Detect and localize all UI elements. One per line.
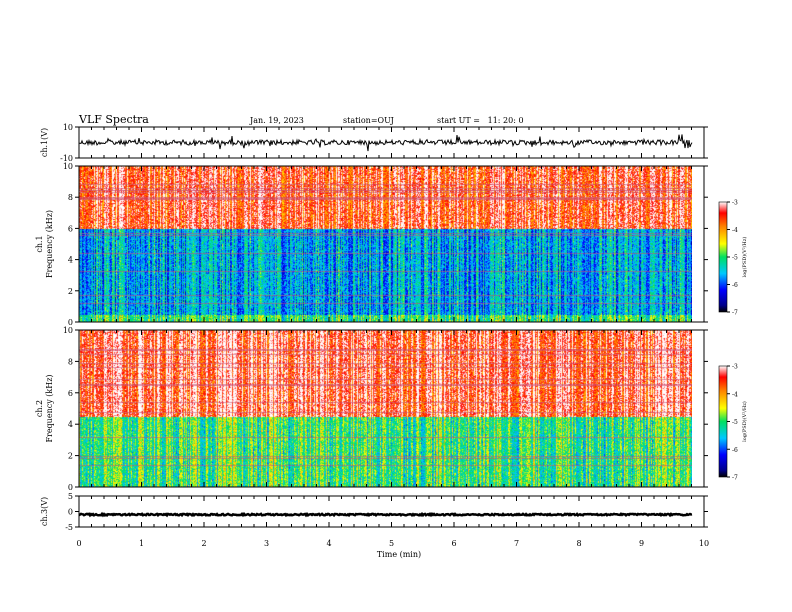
ch2-spectrogram-ylabel: ch.2 (35, 400, 44, 417)
ch2-colorbar: -3 -4 -5 -6 -7 log(PSD)(V²/Hz) (718, 364, 748, 482)
colorbar-tick-label: -7 (732, 310, 738, 317)
colorbar-tick-label: -5 (732, 419, 738, 426)
date-label: Jan. 19, 2023 (249, 116, 304, 125)
x-tick-label: 4 (326, 539, 331, 548)
x-tick-label: 10 (699, 539, 709, 548)
ch2-spectrogram-ylabel: Frequency (kHz) (45, 374, 54, 442)
colorbar-tick-label: -4 (732, 227, 738, 234)
ch1-voltage-ytick-label: 10 (63, 123, 73, 132)
x-tick-label: 3 (264, 539, 269, 548)
colorbar-tick-label: -3 (732, 364, 738, 371)
ch3-voltage-ytick-label: 0 (68, 508, 73, 517)
x-tick-label: 5 (389, 539, 394, 548)
ch1-spectrogram-ylabel: ch.1 (35, 235, 44, 252)
ch2-spectrogram-ytick-label: 6 (68, 389, 73, 398)
colorbar-gradient (718, 365, 728, 478)
ch1-spectrogram-ylabel: Frequency (kHz) (45, 210, 54, 278)
ch1-spectrogram-ytick-label: 6 (68, 224, 73, 233)
ch1-voltage-ylabel: ch.1(V) (40, 128, 49, 157)
ch1-spectrogram-ytick-label: 0 (68, 318, 73, 327)
ch1-spectrogram-ytick-label: 10 (63, 162, 73, 171)
ch3-voltage-panel: 5 0 -5 ch.3(V) (40, 492, 708, 532)
ch1-colorbar: -3 -4 -5 -6 -7 log(PSD)(V²/Hz) (718, 200, 748, 317)
ch2-spectrogram-panel: 10 8 6 4 2 0 ch.2 Frequency (kHz) (35, 326, 708, 492)
x-axis-label: Time (min) (377, 550, 421, 559)
ch1-spectrogram-ytick-label: 4 (68, 256, 73, 265)
x-tick-label: 9 (639, 539, 644, 548)
start-time-label: start UT = 11: 20: 0 (437, 116, 524, 125)
colorbar-tick-label: -3 (732, 200, 738, 207)
colorbar-tick-label: -7 (732, 475, 738, 482)
x-tick-label: 1 (139, 539, 144, 548)
colorbar-tick-label: -4 (732, 391, 738, 398)
ch3-voltage-trace (78, 511, 693, 518)
time-axis: 0 1 2 3 4 5 6 7 8 9 10 (76, 539, 709, 548)
colorbar-gradient (718, 201, 728, 313)
x-tick-label: 6 (451, 539, 456, 548)
ch1-spectrogram-panel: 10 8 6 4 2 0 ch.1 Frequency (kHz) (35, 162, 708, 327)
x-tick-label: 2 (201, 539, 206, 548)
ch1-voltage-ytick-label: -10 (60, 154, 73, 163)
ch2-spectrogram-image (79, 330, 692, 487)
ch1-voltage-trace (78, 134, 693, 152)
ch2-spectrogram-ytick-label: 2 (68, 452, 73, 461)
ch3-voltage-ytick-label: 5 (68, 492, 73, 501)
ch3-voltage-ylabel: ch.3(V) (40, 497, 49, 526)
ch2-spectrogram-ytick-label: 10 (63, 326, 73, 335)
ch2-spectrogram-ytick-label: 8 (68, 357, 73, 366)
colorbar-label: log(PSD)(V²/Hz) (741, 237, 748, 278)
x-tick-label: 8 (576, 539, 581, 548)
station-label: station=OUJ (343, 116, 394, 125)
x-tick-label: 7 (514, 539, 519, 548)
ch1-voltage-panel: 10 -10 ch.1(V) (40, 123, 708, 163)
ch1-spectrogram-ytick-label: 2 (68, 287, 73, 296)
ch2-spectrogram-ytick-label: 4 (68, 420, 73, 429)
x-tick-label: 0 (76, 539, 81, 548)
ch1-spectrogram-image (79, 166, 692, 322)
ch2-spectrogram-ytick-label: 0 (68, 483, 73, 492)
ch3-voltage-ytick-label: -5 (65, 523, 73, 532)
colorbar-tick-label: -6 (732, 282, 738, 289)
colorbar-tick-label: -5 (732, 255, 738, 262)
ch1-spectrogram-ytick-label: 8 (68, 193, 73, 202)
figure-title: VLF Spectra (78, 113, 149, 126)
colorbar-label: log(PSD)(V²/Hz) (741, 401, 748, 442)
colorbar-tick-label: -6 (732, 447, 738, 454)
